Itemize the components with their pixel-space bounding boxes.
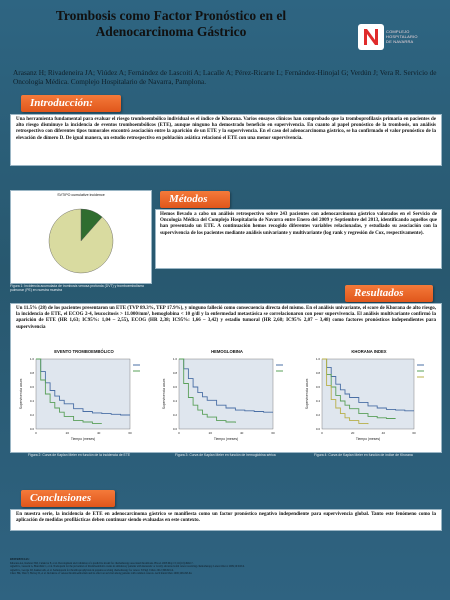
pie-chart xyxy=(48,208,114,274)
figure4-caption: Figura 4: Curva de Kaplan Meier en funci… xyxy=(314,453,413,457)
metodos-box: Hemos llevado a cabo un análisis retrosp… xyxy=(155,209,442,269)
hospital-logo: COMPLEJO HOSPITALARIO DE NAVARRA xyxy=(358,24,448,52)
x-axis-label: Tiempo (meses) xyxy=(214,437,238,441)
x-tick-label: 60 xyxy=(128,431,132,435)
y-tick-label: 1.0 xyxy=(173,357,178,361)
km-series-line xyxy=(179,358,273,413)
y-axis-label: Supervivencia acum xyxy=(305,379,309,410)
pie-slice xyxy=(48,208,114,274)
resultados-heading: Resultados xyxy=(345,285,433,302)
km-series-line xyxy=(322,358,369,425)
km-series-line xyxy=(36,358,130,416)
x-tick-label: 40 xyxy=(97,431,101,435)
km-series-line xyxy=(322,358,414,412)
y-tick-label: 0.4 xyxy=(316,399,321,403)
intro-heading: Introducción: xyxy=(21,95,121,112)
figure1-caption: Figura 1: Incidencia acumulada de trombo… xyxy=(10,284,145,293)
reference-item: Agnelli G, Gussoni G, Bianchini C, et al… xyxy=(10,565,245,569)
references: REFERENCIAS: Khorana AA, Kuderer NM, Cul… xyxy=(10,558,440,576)
km-chart-1-plot: 0.0 0.2 0.4 0.6 0.8 1.0 0 20 40 60 Supervivencia a… xyxy=(19,357,140,441)
logo-text: COMPLEJO HOSPITALARIO DE NAVARRA xyxy=(386,29,448,44)
y-axis-label: Supervivencia acum xyxy=(19,379,23,410)
x-tick-label: 40 xyxy=(382,431,386,435)
resultados-text: Un 11.5% (28) de los pacientes presentar… xyxy=(16,306,436,330)
figure1-title: SVTIPO cumulative incidence xyxy=(57,193,105,197)
authors: Arasanz H; Rivadeneira JA; Viúdez A; Fer… xyxy=(13,68,437,86)
km-chart-1-title: EVENTO TROMBOEMBÓLICO xyxy=(54,349,114,354)
y-tick-label: 0.2 xyxy=(173,413,178,417)
conclusiones-heading: Conclusiones xyxy=(21,490,115,507)
km-chart-2-plot: 0.0 0.2 0.4 0.6 0.8 1.0 0 20 40 60 Supervivencia a… xyxy=(162,357,283,441)
x-tick-label: 20 xyxy=(209,431,213,435)
poster-title: Trombosis como Factor Pronóstico en el A… xyxy=(55,8,287,39)
conclusiones-box: En nuestra serie, la incidencia de ETE e… xyxy=(10,509,442,531)
y-tick-label: 0.0 xyxy=(316,427,321,431)
plot-area xyxy=(178,358,274,430)
y-tick-label: 0.0 xyxy=(30,427,35,431)
y-tick-label: 0.2 xyxy=(316,413,321,417)
y-axis-label: Supervivencia acum xyxy=(162,379,166,410)
intro-text: Una herramienta fundamental para evaluar… xyxy=(16,117,436,141)
y-tick-label: 0.6 xyxy=(173,385,178,389)
logo-mark-icon xyxy=(358,24,384,50)
km-series-line xyxy=(179,358,236,423)
metodos-heading: Métodos xyxy=(160,191,230,208)
metodos-text: Hemos llevado a cabo un análisis retrosp… xyxy=(160,212,437,236)
conclusiones-text: En nuestra serie, la incidencia de ETE e… xyxy=(16,512,436,524)
reference-item: Chew HK, Wun T, Harvey D, et al. Inciden… xyxy=(10,572,193,576)
x-tick-label: 60 xyxy=(412,431,416,435)
x-tick-label: 0 xyxy=(35,431,37,435)
km-series-line xyxy=(322,358,396,419)
x-tick-label: 20 xyxy=(351,431,355,435)
figure3-caption: Figura 3: Curva de Kaplan Meier en funci… xyxy=(175,453,276,457)
intro-box: Una herramienta fundamental para evaluar… xyxy=(10,114,442,166)
km-chart-2: HEMOGLOBINA 0.0 0.2 0.4 0.6 0.8 1.0 0 20 40 60 Sup… xyxy=(157,349,297,445)
x-tick-label: 40 xyxy=(240,431,244,435)
y-tick-label: 0.2 xyxy=(30,413,35,417)
x-tick-label: 60 xyxy=(271,431,275,435)
km-chart-2-title: HEMOGLOBINA xyxy=(211,349,243,354)
y-tick-label: 0.6 xyxy=(316,385,321,389)
logo-line-1: COMPLEJO xyxy=(386,29,410,34)
x-axis-label: Tiempo (meses) xyxy=(71,437,95,441)
y-tick-label: 0.8 xyxy=(316,371,321,375)
y-tick-label: 0.4 xyxy=(30,399,35,403)
logo-line-2: HOSPITALARIO xyxy=(386,34,418,39)
y-tick-label: 1.0 xyxy=(30,357,35,361)
references-heading: REFERENCIAS: xyxy=(10,558,30,561)
x-axis-label: Tiempo (meses) xyxy=(356,437,380,441)
x-tick-label: 20 xyxy=(66,431,70,435)
reference-item: Khorana AA, Kuderer NM, Culakova E, et a… xyxy=(10,561,194,565)
figure1-box: SVTIPO cumulative incidence xyxy=(10,190,152,284)
plot-area xyxy=(35,358,131,430)
x-tick-label: 0 xyxy=(321,431,323,435)
km-chart-3-plot: 0.0 0.2 0.4 0.6 0.8 1.0 0 20 40 60 Supervivencia a… xyxy=(305,357,424,441)
y-tick-label: 0.0 xyxy=(173,427,178,431)
logo-line-3: DE NAVARRA xyxy=(386,39,414,44)
y-tick-label: 1.0 xyxy=(316,357,321,361)
y-tick-label: 0.8 xyxy=(173,371,178,375)
km-chart-3: KHORANA INDEX 0.0 0.2 0.4 0.6 0.8 1.0 0 20 40 60 S… xyxy=(300,349,438,445)
y-tick-label: 0.8 xyxy=(30,371,35,375)
resultados-box: Un 11.5% (28) de los pacientes presentar… xyxy=(10,303,442,453)
plot-area xyxy=(321,358,415,430)
y-tick-label: 0.6 xyxy=(30,385,35,389)
header: Trombosis como Factor Pronóstico en el A… xyxy=(6,6,444,76)
x-tick-label: 0 xyxy=(178,431,180,435)
km-chart-1: EVENTO TROMBOEMBÓLICO 0.0 0.2 0.4 0.6 0.8 1.0… xyxy=(14,349,154,445)
reference-item: Agnelli G, George DJ, Kakkar AK, et al. … xyxy=(10,568,174,572)
y-tick-label: 0.4 xyxy=(173,399,178,403)
km-series-line xyxy=(36,358,102,424)
km-chart-3-title: KHORANA INDEX xyxy=(351,349,387,354)
figure2-caption: Figura 2: Curva de Kaplan Meier en funci… xyxy=(28,453,131,457)
